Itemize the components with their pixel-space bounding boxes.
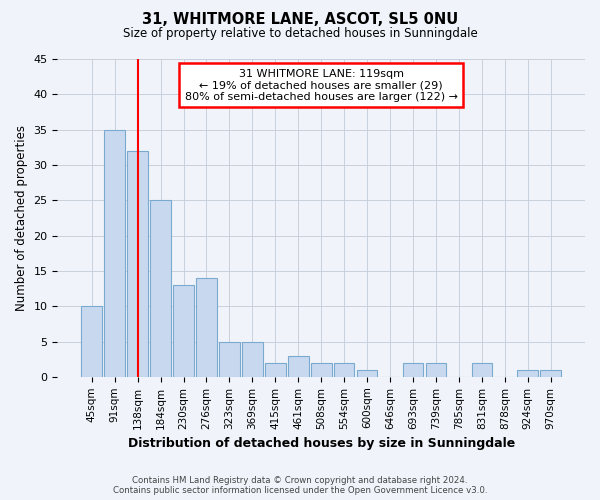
- Bar: [425, 362, 446, 377]
- Text: 31 WHITMORE LANE: 119sqm
← 19% of detached houses are smaller (29)
80% of semi-d: 31 WHITMORE LANE: 119sqm ← 19% of detach…: [185, 68, 458, 102]
- Bar: [288, 356, 308, 377]
- Bar: [104, 130, 125, 377]
- Bar: [196, 278, 217, 377]
- Text: 31, WHITMORE LANE, ASCOT, SL5 0NU: 31, WHITMORE LANE, ASCOT, SL5 0NU: [142, 12, 458, 28]
- Bar: [541, 370, 561, 377]
- Bar: [334, 362, 355, 377]
- Bar: [82, 306, 102, 377]
- Bar: [311, 362, 332, 377]
- Bar: [242, 342, 263, 377]
- Text: Contains HM Land Registry data © Crown copyright and database right 2024.
Contai: Contains HM Land Registry data © Crown c…: [113, 476, 487, 495]
- Y-axis label: Number of detached properties: Number of detached properties: [15, 125, 28, 311]
- Bar: [357, 370, 377, 377]
- Bar: [150, 200, 171, 377]
- Bar: [127, 151, 148, 377]
- Bar: [517, 370, 538, 377]
- Bar: [173, 285, 194, 377]
- Bar: [219, 342, 240, 377]
- X-axis label: Distribution of detached houses by size in Sunningdale: Distribution of detached houses by size …: [128, 437, 515, 450]
- Text: Size of property relative to detached houses in Sunningdale: Size of property relative to detached ho…: [122, 28, 478, 40]
- Bar: [472, 362, 492, 377]
- Bar: [265, 362, 286, 377]
- Bar: [403, 362, 424, 377]
